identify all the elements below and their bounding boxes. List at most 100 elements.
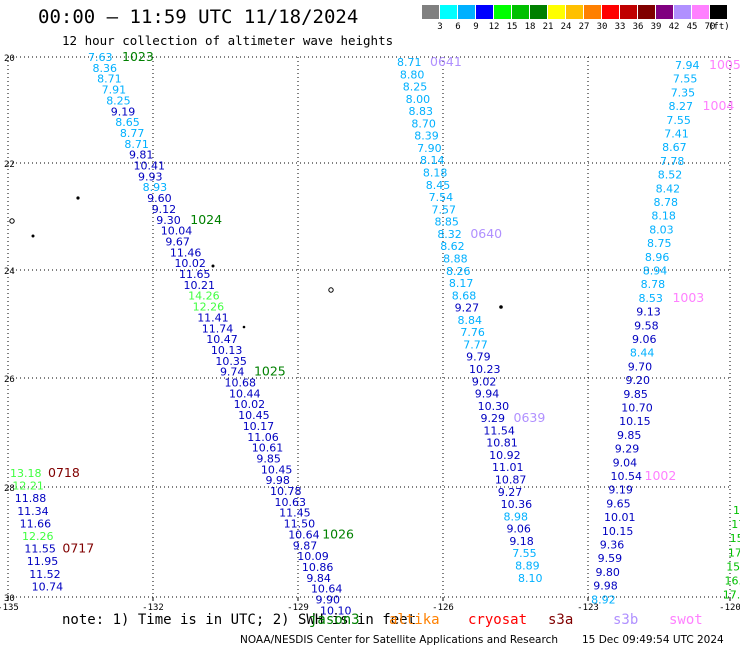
lat-label: 24 xyxy=(4,267,15,277)
wave-height-value: 7.35 xyxy=(671,86,696,99)
wave-height-value: 8.71 xyxy=(124,138,148,151)
wave-height-value: 9.70 xyxy=(628,360,653,373)
legend-label: 9 xyxy=(473,22,479,32)
wave-height-value: 8.44 xyxy=(630,347,655,360)
wave-height-value: 8.75 xyxy=(647,237,672,250)
wave-height-value: 11.06 xyxy=(247,431,279,444)
wave-height-value: 8.67 xyxy=(662,141,687,154)
wave-height-value: 8.27 xyxy=(669,100,694,113)
wave-height-value: 10.74 xyxy=(32,580,63,593)
wave-height-value: 11.74 xyxy=(202,322,234,335)
wave-height-value: 8.42 xyxy=(656,182,681,195)
legend-swatch xyxy=(440,5,457,19)
legend-swatch xyxy=(548,5,565,19)
legend-swatch xyxy=(656,5,673,19)
pass-time-label: 1003 xyxy=(672,290,704,305)
legend-label: 18 xyxy=(524,22,536,32)
latitude-labels: 20 22 24 26 28 30 xyxy=(4,54,15,604)
wave-height-value: 10.15 xyxy=(619,415,651,428)
wave-height-value: 8.70 xyxy=(411,117,436,130)
legend-swatch xyxy=(602,5,619,19)
satellite-name-cryosat: cryosat xyxy=(468,612,528,628)
wave-height-value: 7.54 xyxy=(429,191,454,204)
legend-label: 6 xyxy=(455,22,461,32)
wave-height-value: 9.19 xyxy=(111,105,136,118)
wave-height-value: 8.10 xyxy=(518,572,543,585)
wave-height-value: 8.68 xyxy=(452,289,477,302)
wave-height-value: 15. xyxy=(726,560,740,573)
wave-height-value: 10.87 xyxy=(495,474,527,487)
wave-height-value: 8.36 xyxy=(93,62,118,75)
wave-height-value: 8.96 xyxy=(645,251,670,264)
wave-height-value: 8.89 xyxy=(515,559,540,572)
wave-height-value: 8.18 xyxy=(423,167,448,180)
wave-height-value: 10.64 xyxy=(311,583,343,596)
credit-line: NOAA/NESDIS Center for Satellite Applica… xyxy=(240,634,558,646)
wave-height-value: 7.63 xyxy=(88,51,113,64)
wave-height-value: 10.92 xyxy=(489,449,521,462)
wave-height-value: 11.01 xyxy=(492,461,524,474)
wave-height-value: 11.95 xyxy=(27,555,59,568)
wave-height-value: 10.02 xyxy=(234,398,266,411)
wave-height-value: 1 xyxy=(733,504,740,517)
legend-label: 45 xyxy=(686,22,698,32)
islands xyxy=(9,196,503,329)
wave-height-value: 11.52 xyxy=(29,568,61,581)
wave-height-value: 9.98 xyxy=(593,580,618,593)
legend-swatch xyxy=(494,5,511,19)
wave-height-value: 10.17 xyxy=(243,420,275,433)
wave-height-value: 8.78 xyxy=(654,196,679,209)
wave-height-value: 11.88 xyxy=(15,492,47,505)
legend-swatch xyxy=(512,5,529,19)
wave-height-value: 10.01 xyxy=(604,511,636,524)
wave-height-value: 7.41 xyxy=(664,128,689,141)
legend-swatch xyxy=(692,5,709,19)
wave-height-value: 10.68 xyxy=(225,377,257,390)
wave-height-value: 8.52 xyxy=(658,169,683,182)
wave-height-value: 10.61 xyxy=(252,442,283,455)
wave-height-value: 7.91 xyxy=(102,84,127,97)
satellite-name-jason3: jason3 xyxy=(309,612,360,628)
wave-height-value: 10.35 xyxy=(215,355,247,368)
legend-label: 30 xyxy=(596,22,608,32)
wave-height-value: 10.64 xyxy=(288,528,320,541)
legend-swatch xyxy=(674,5,691,19)
wave-height-value: 12.26 xyxy=(193,301,225,314)
wave-height-value: 10.15 xyxy=(602,525,634,538)
legend-label: 42 xyxy=(668,22,680,32)
wave-height-value: 9.20 xyxy=(626,374,651,387)
island xyxy=(328,287,334,293)
legend-swatch xyxy=(620,5,637,19)
wave-height-value: 11.54 xyxy=(483,424,515,437)
lon-label: -123 xyxy=(577,603,599,613)
wave-height-value: 9.18 xyxy=(509,535,534,548)
legend-swatch xyxy=(566,5,583,19)
wave-height-value: 8.94 xyxy=(643,265,668,278)
legend-label: 24 xyxy=(560,22,572,32)
legend-swatch xyxy=(638,5,655,19)
lon-label: -129 xyxy=(287,603,309,613)
wave-height-value: 10.47 xyxy=(206,333,238,346)
legend-label: 39 xyxy=(650,22,662,32)
wave-height-value: 10.02 xyxy=(174,257,206,270)
wave-height-value: 9.30 xyxy=(156,214,181,227)
wave-height-value: 8.88 xyxy=(443,252,468,265)
pass-time-label: 0717 xyxy=(62,541,94,556)
wave-height-value: 10.30 xyxy=(478,400,510,413)
wave-height-value: 9.85 xyxy=(617,429,642,442)
wave-height-value: 8.45 xyxy=(426,179,451,192)
wave-height-value: 10.63 xyxy=(275,496,307,509)
island xyxy=(499,305,503,309)
lat-label: 20 xyxy=(4,54,15,64)
wave-height-value: 11.55 xyxy=(24,543,56,556)
pass-time-label: 1004 xyxy=(703,98,735,113)
wave-height-value: 9.87 xyxy=(293,539,318,552)
wave-height-value: 10.13 xyxy=(211,344,243,357)
longitude-labels: -135 -132 -129 -126 -123 -120 xyxy=(0,603,740,613)
wave-height-value: 12.26 xyxy=(22,530,54,543)
legend-label: 12 xyxy=(488,22,500,32)
wave-height-value: 9.04 xyxy=(613,456,638,469)
wave-height-value: 8.18 xyxy=(651,210,676,223)
wave-height-value: 9.27 xyxy=(498,486,523,499)
wave-height-value: 8.85 xyxy=(434,216,459,229)
